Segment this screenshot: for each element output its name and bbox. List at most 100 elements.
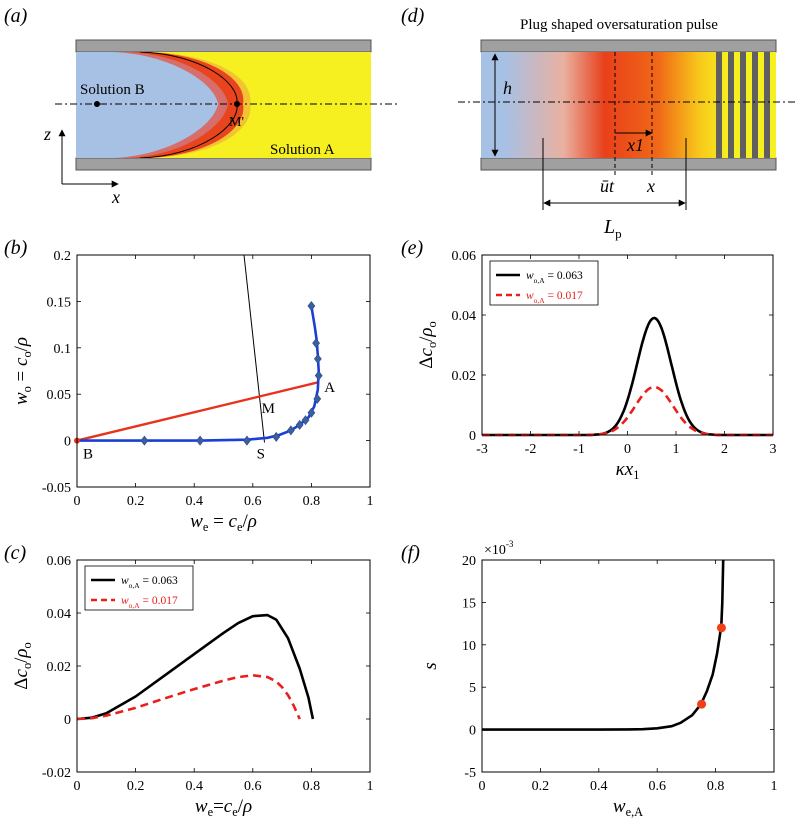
y-tick-label: 15 <box>462 596 476 611</box>
y-tick-label: 0.06 <box>47 554 72 569</box>
point-b-dot <box>94 101 100 107</box>
chart-b-phase-diagram: 0 0.2 0.4 0.6 0.8 1-0.0500.050.10.150.2ABMSwe… <box>11 249 374 534</box>
x-tick-label: 0 <box>74 494 81 509</box>
highlight-point <box>697 699 707 709</box>
x-tick-label: 1 <box>367 779 374 794</box>
plot-frame <box>76 559 371 773</box>
x1-label: x1 <box>626 135 644 155</box>
plug-pulse <box>481 52 776 158</box>
plot-area <box>77 255 370 487</box>
legend-label: wo,A = 0.063 <box>121 575 178 590</box>
x-axis-label: we = ce/ρ <box>190 511 257 534</box>
legend-label: wo,A = 0.063 <box>526 270 583 285</box>
data-point-marker <box>196 435 204 446</box>
y-tick-label: 0.02 <box>47 660 72 675</box>
x-tick-label: 1 <box>367 494 374 509</box>
z-axis-label: z <box>43 124 51 144</box>
point-m-dot <box>234 101 240 107</box>
tie-line <box>76 380 320 442</box>
x-tick-label: -2 <box>525 442 537 457</box>
x-tick-label: 0.8 <box>707 779 725 794</box>
x-axis-label: x <box>111 187 120 207</box>
top-wall <box>75 39 372 53</box>
x-tick-label: 2 <box>721 442 728 457</box>
x-tick-label: 0.8 <box>303 779 321 794</box>
x-tick-label: 0.2 <box>127 494 145 509</box>
y-tick-label: 0.05 <box>47 388 72 403</box>
plot-frame <box>76 254 371 488</box>
lp-label: Lp <box>603 216 622 241</box>
y-tick-label: -0.02 <box>42 766 71 781</box>
y-tick-label: 0.04 <box>47 607 72 622</box>
striped-region <box>716 52 770 158</box>
y-axis-label: Δco/ρo <box>11 642 34 689</box>
x-tick-label: 0 <box>624 442 631 457</box>
x-label: x <box>646 176 655 196</box>
y-tick-label: 0 <box>64 713 71 728</box>
top-wall <box>480 39 777 53</box>
point-s-label: S <box>257 447 265 463</box>
y-axis-label: s <box>420 662 441 669</box>
panel-c-label: (c) <box>4 542 27 564</box>
x-tick-label: -1 <box>573 442 585 457</box>
y-tick-label: 0 <box>469 724 476 739</box>
panel-d-label: (d) <box>401 5 425 27</box>
bottom-wall <box>75 157 372 171</box>
y-tick-label: 0.02 <box>452 369 477 384</box>
point-b-label: B <box>83 447 93 463</box>
x-tick-label: 3 <box>770 442 777 457</box>
series-0063-line <box>76 613 315 721</box>
x-tick-label: 0 <box>74 779 81 794</box>
panel-b-label: (b) <box>4 237 28 259</box>
solution-b-label: Solution B <box>80 82 145 98</box>
x-axis-label: κx1 <box>616 459 640 482</box>
x-tick-label: 0.6 <box>244 779 262 794</box>
legend-box <box>84 565 194 611</box>
y-axis-label: wo = co/ρ <box>11 337 34 405</box>
x-axis-label: we,A <box>613 796 643 819</box>
panel-a-label: (a) <box>4 5 28 27</box>
data-point-marker <box>307 407 316 418</box>
panel-d-schematic: (d) Plug shaped oversaturation pulse h x… <box>401 5 797 241</box>
plot-area <box>482 560 774 772</box>
x-tick-label: 0.8 <box>303 494 321 509</box>
data-point-marker <box>295 419 304 430</box>
y-tick-label: 0.15 <box>47 295 72 310</box>
solution-a-label: Solution A <box>270 142 335 158</box>
y-tick-label: 0 <box>469 429 476 444</box>
chart-e-pulse-profile: -3 -2 -1 0 1 2 3 0 0.02 0.04 0.06 wo,A = 0.063 wo,A … <box>416 249 777 482</box>
y-tick-label: 5 <box>469 681 476 696</box>
y-tick-label: -0.05 <box>42 481 71 496</box>
legend-label: wo,A = 0.017 <box>121 595 178 610</box>
y-multiplier: ×10-3 <box>484 539 514 558</box>
data-point-marker <box>272 431 281 442</box>
x-tick-label: 0.6 <box>244 494 262 509</box>
panel-a-schematic: (a) Solution B M' Solution A z x <box>4 5 398 207</box>
legend-label: wo,A = 0.017 <box>526 290 583 305</box>
series-0017-line <box>76 673 301 721</box>
data-point-marker <box>307 301 316 312</box>
panel-e-label: (e) <box>401 237 424 259</box>
x-tick-label: 0.2 <box>532 779 550 794</box>
point-m-label: M' <box>229 115 244 130</box>
data-point-marker <box>140 435 149 446</box>
y-tick-label: 0 <box>64 435 71 450</box>
x-tick-label: 0.4 <box>185 494 203 509</box>
data-point-marker <box>243 435 251 446</box>
x-tick-label: 0 <box>479 779 486 794</box>
x-axis-label: we=ce/ρ <box>195 796 252 819</box>
highlight-point <box>716 623 726 633</box>
data-point-marker <box>287 425 295 436</box>
x-tick-label: 0.4 <box>590 779 608 794</box>
ut-label: ūt <box>600 176 615 196</box>
data-point-marker <box>313 353 322 364</box>
point-m-label: M <box>262 401 275 417</box>
x-tick-label: 0.2 <box>127 779 145 794</box>
solution-b-region <box>76 52 218 158</box>
y-tick-label: 10 <box>462 639 476 654</box>
panel-d-title: Plug shaped oversaturation pulse <box>520 17 718 33</box>
y-tick-label: 0.06 <box>452 249 477 264</box>
